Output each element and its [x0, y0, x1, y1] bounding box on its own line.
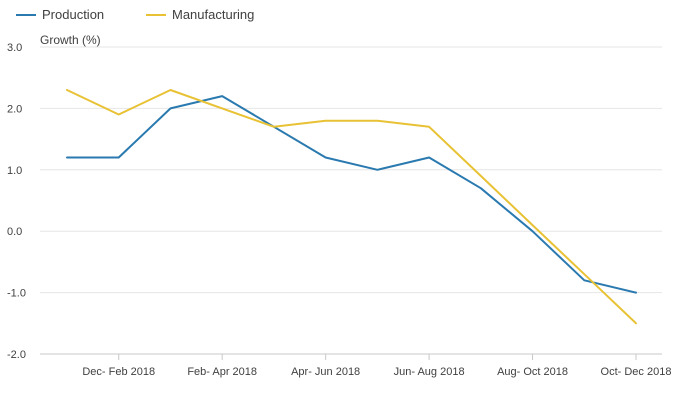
- x-tick-label: Oct- Dec 2018: [601, 366, 672, 378]
- legend-item-production[interactable]: Production: [16, 7, 104, 22]
- series-lines: [66, 89, 637, 325]
- y-tick-label: 3.0: [7, 42, 22, 54]
- x-tick-label: Feb- Apr 2018: [187, 366, 257, 378]
- y-tick-label: 2.0: [7, 103, 22, 115]
- legend-item-manufacturing[interactable]: Manufacturing: [146, 7, 254, 22]
- x-tick-label: Jun- Aug 2018: [394, 366, 465, 378]
- x-tick-label: Apr- Jun 2018: [291, 366, 360, 378]
- y-tick-label: -2.0: [7, 349, 26, 361]
- series-line-production: [66, 95, 637, 294]
- series-line-manufacturing: [66, 89, 637, 325]
- legend-label-production: Production: [42, 7, 104, 22]
- legend-label-manufacturing: Manufacturing: [172, 7, 254, 22]
- gridlines: [40, 46, 662, 294]
- y-tick-label: 0.0: [7, 226, 22, 238]
- axes: 3.0 2.0 1.0 0.0 -1.0 -2.0 Dec- Feb 2018 Feb- Ap…: [7, 42, 671, 378]
- y-axis-label: Growth (%): [40, 33, 101, 47]
- x-tick-label: Dec- Feb 2018: [82, 366, 155, 378]
- x-tick-label: Aug- Oct 2018: [497, 366, 568, 378]
- y-tick-label: 1.0: [7, 165, 22, 177]
- legend: Production Manufacturing: [16, 7, 254, 22]
- y-tick-label: -1.0: [7, 288, 26, 300]
